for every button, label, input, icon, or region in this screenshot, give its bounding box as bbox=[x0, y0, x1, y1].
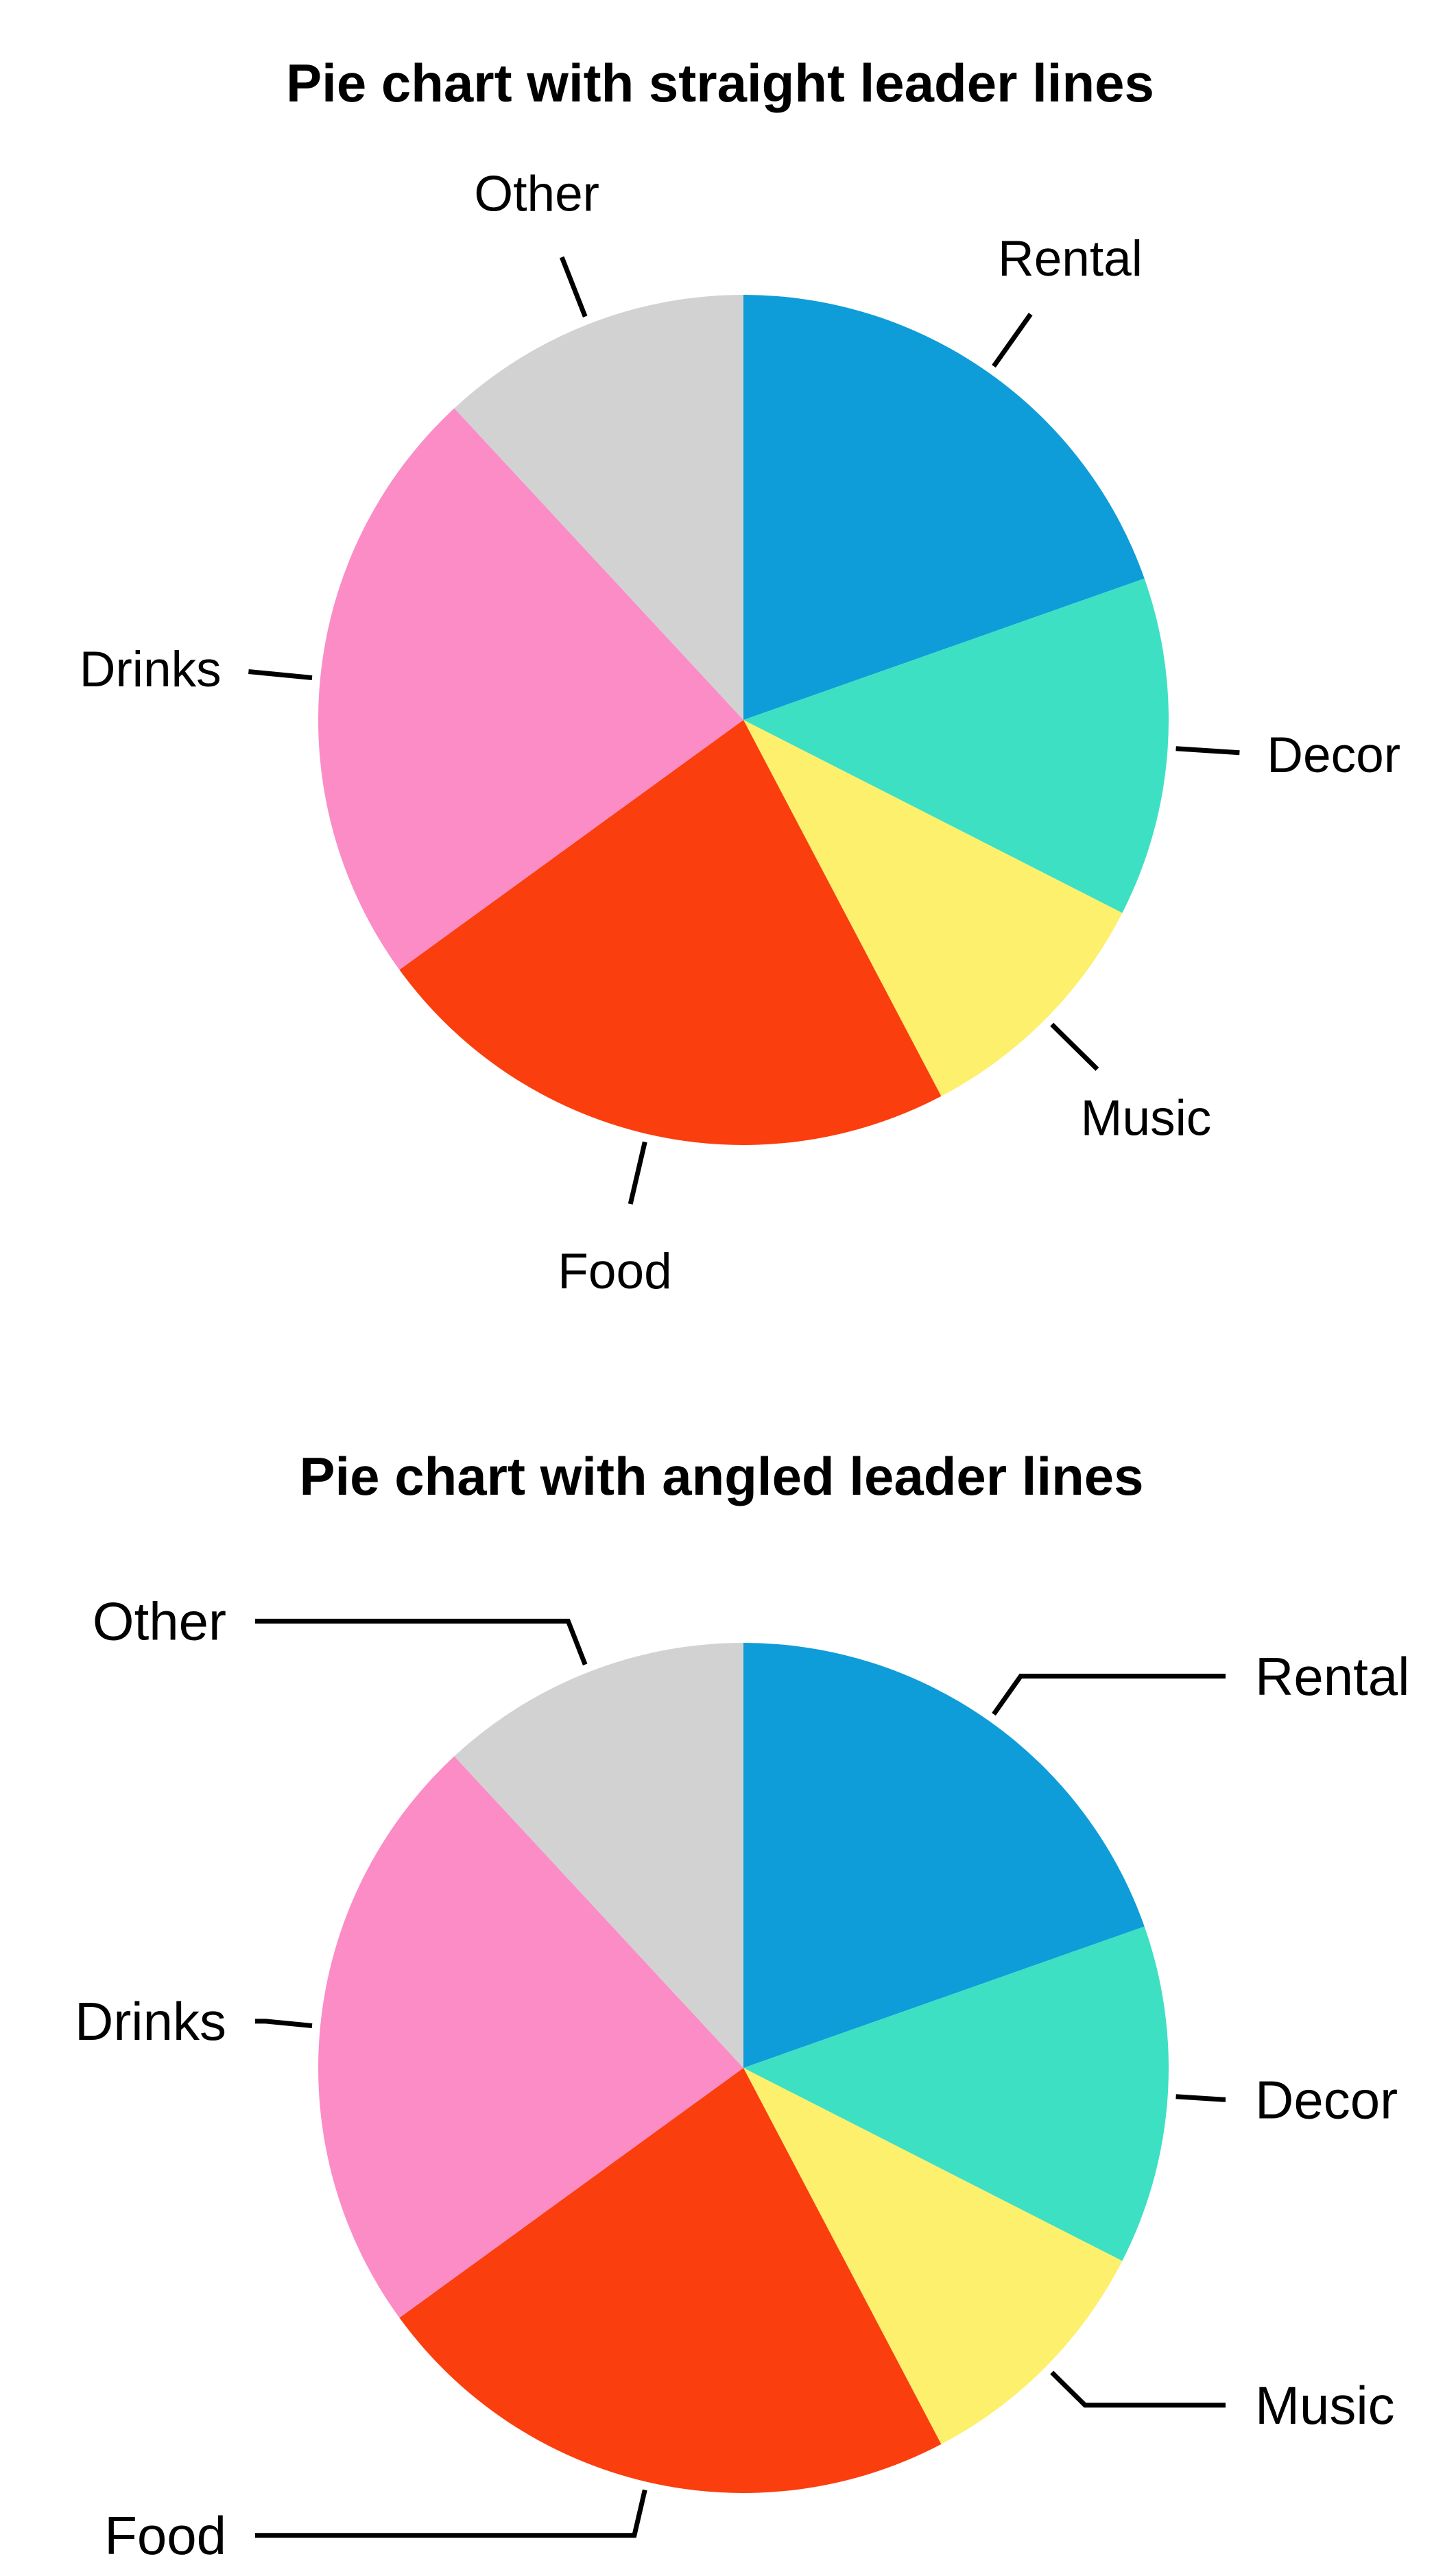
slice-drinks bbox=[318, 1756, 743, 2318]
slice-music bbox=[743, 2068, 1123, 2444]
leader-line-rental bbox=[992, 313, 1033, 368]
slice-music bbox=[743, 720, 1123, 1096]
slice-label-decor: Decor bbox=[1255, 2069, 1398, 2130]
leader-line-other bbox=[255, 1618, 588, 1665]
leader-line-drinks bbox=[255, 2019, 313, 2028]
slice-label-rental: Rental bbox=[1255, 1646, 1409, 1707]
leader-line-food bbox=[255, 2489, 647, 2538]
chart-title-straight: Pie chart with straight leader lines bbox=[286, 53, 1154, 113]
leader-line-decor bbox=[1175, 746, 1240, 756]
leader-line-food bbox=[628, 1141, 647, 1205]
chart-straight-leader-lines: Pie chart with straight leader lines Ren… bbox=[80, 53, 1400, 1299]
leader-line-music bbox=[1050, 1022, 1099, 1071]
slice-food bbox=[399, 720, 942, 1145]
slice-label-food: Food bbox=[558, 1244, 671, 1299]
slice-label-other: Other bbox=[93, 1591, 226, 1652]
slice-label-music: Music bbox=[1081, 1090, 1212, 1146]
leader-line-drinks bbox=[248, 669, 313, 680]
slice-other bbox=[454, 295, 743, 720]
slice-decor bbox=[743, 578, 1169, 913]
slice-decor bbox=[743, 1926, 1169, 2261]
slice-label-drinks: Drinks bbox=[80, 642, 222, 697]
leader-line-other bbox=[559, 256, 588, 317]
slice-label-decor: Decor bbox=[1267, 727, 1400, 783]
slice-label-drinks: Drinks bbox=[75, 1991, 226, 2051]
pie-straight: Rental Decor Music Food Drinks Other bbox=[80, 167, 1400, 1299]
slice-food bbox=[399, 2068, 942, 2493]
slice-rental bbox=[743, 1643, 1145, 2068]
pie-angled: Rental Decor Music Food Drinks Other bbox=[75, 1591, 1409, 2566]
leader-line-music bbox=[1050, 2370, 1226, 2408]
leader-line-rental bbox=[992, 1674, 1226, 1716]
slice-other bbox=[454, 1643, 743, 2068]
slice-label-rental: Rental bbox=[998, 231, 1143, 287]
leader-line-decor bbox=[1175, 2094, 1226, 2102]
slice-label-other: Other bbox=[474, 167, 599, 222]
slice-label-food: Food bbox=[104, 2505, 226, 2566]
slice-drinks bbox=[318, 408, 743, 970]
slice-label-music: Music bbox=[1255, 2375, 1395, 2435]
chart-title-angled: Pie chart with angled leader lines bbox=[299, 1446, 1143, 1506]
chart-angled-leader-lines: Pie chart with angled leader lines Renta… bbox=[75, 1446, 1409, 2566]
slice-rental bbox=[743, 294, 1145, 720]
